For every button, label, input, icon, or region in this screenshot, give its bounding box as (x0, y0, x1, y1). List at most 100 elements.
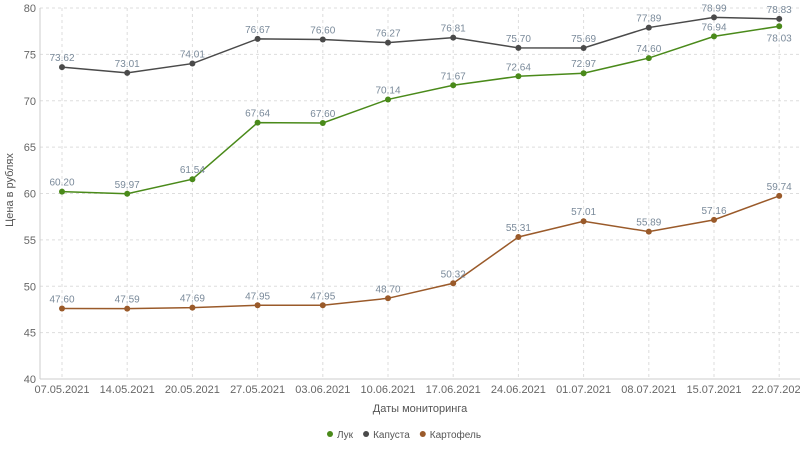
data-label: 74.01 (180, 50, 205, 61)
data-point (580, 70, 587, 77)
x-tick-label: 07.05.2021 (34, 384, 89, 396)
data-point (319, 302, 326, 309)
data-point (776, 15, 783, 22)
data-label: 76.81 (441, 24, 466, 35)
y-tick-label: 65 (24, 142, 36, 154)
y-tick-label: 60 (24, 189, 36, 201)
data-label: 76.94 (701, 22, 726, 33)
data-label: 67.60 (310, 109, 335, 120)
legend-marker (363, 431, 370, 437)
legend-marker (419, 431, 426, 437)
data-label: 59.74 (767, 182, 792, 193)
data-point (450, 82, 457, 89)
data-label: 71.67 (441, 71, 466, 82)
x-tick-label: 08.07.2021 (621, 384, 676, 396)
data-point (385, 39, 391, 46)
data-point (711, 33, 717, 40)
data-point (189, 60, 196, 67)
data-label: 76.60 (310, 26, 335, 37)
legend-item: Картофель (430, 429, 481, 441)
data-label: 78.03 (767, 33, 792, 44)
y-tick-label: 55 (24, 235, 36, 247)
data-label: 78.99 (701, 3, 726, 14)
series-line (61, 16, 780, 74)
data-label: 47.59 (115, 295, 140, 306)
data-point (59, 64, 65, 71)
data-label: 60.20 (49, 178, 74, 189)
data-label: 47.69 (180, 294, 205, 305)
x-tick-label: 15.07.2021 (686, 384, 741, 396)
data-label: 47.95 (245, 291, 270, 302)
data-label: 50.32 (441, 269, 466, 280)
data-point (319, 36, 326, 43)
y-tick-label: 75 (24, 49, 36, 61)
data-point (450, 280, 457, 287)
data-point (515, 44, 522, 51)
data-label: 73.01 (115, 59, 140, 70)
data-label: 70.14 (375, 85, 400, 96)
data-point (515, 73, 522, 80)
data-point (580, 218, 587, 225)
data-point (645, 24, 652, 31)
data-point (450, 34, 457, 41)
data-point (59, 188, 65, 195)
data-label: 61.54 (180, 165, 205, 176)
data-point (59, 305, 65, 312)
x-tick-label: 17.06.2021 (426, 384, 481, 396)
data-label: 78.83 (767, 5, 792, 16)
data-label: 72.64 (506, 62, 531, 73)
data-label: 47.60 (49, 295, 74, 306)
data-point (124, 305, 131, 312)
data-point (254, 302, 261, 309)
legend-item: Лук (337, 430, 354, 441)
data-point (580, 44, 587, 51)
y-tick-label: 80 (24, 3, 36, 15)
legend-item: Капуста (373, 430, 410, 441)
x-tick-label: 20.05.2021 (165, 384, 220, 396)
data-label: 75.69 (571, 34, 596, 45)
data-point (645, 228, 652, 235)
series-line (61, 195, 780, 310)
x-tick-label: 10.06.2021 (360, 384, 415, 396)
data-label: 74.60 (636, 44, 661, 55)
y-tick-label: 40 (24, 374, 36, 386)
y-tick-label: 70 (24, 96, 36, 108)
x-tick-label: 27.05.2021 (230, 384, 285, 396)
data-point (124, 69, 131, 76)
data-label: 59.97 (115, 180, 140, 191)
x-tick-label: 14.05.2021 (100, 384, 155, 396)
data-point (385, 295, 391, 302)
data-label: 57.16 (701, 206, 726, 217)
data-point (189, 304, 196, 311)
x-tick-label: 01.07.2021 (556, 384, 611, 396)
data-point (711, 216, 717, 223)
x-tick-label: 24.06.2021 (491, 384, 546, 396)
y-tick-label: 50 (24, 281, 36, 293)
data-label: 72.97 (571, 59, 596, 70)
data-point (189, 176, 196, 183)
data-point (385, 96, 391, 103)
data-point (319, 120, 326, 127)
data-point (776, 23, 783, 30)
data-label: 73.62 (49, 53, 74, 64)
data-label: 76.27 (375, 29, 400, 40)
data-point (254, 119, 261, 126)
series-line (61, 25, 780, 195)
data-point (645, 55, 652, 62)
data-point (711, 14, 717, 21)
data-label: 75.70 (506, 34, 531, 45)
x-tick-label: 03.06.2021 (295, 384, 350, 396)
data-point (515, 233, 522, 240)
data-label: 76.67 (245, 25, 270, 36)
data-point (776, 192, 783, 199)
x-tick-label: 22.07.2021 (752, 384, 800, 396)
y-tick-label: 45 (24, 328, 36, 340)
y-axis-title: Цена в рублях (4, 153, 16, 227)
data-point (124, 190, 131, 197)
x-axis-title: Даты мониторинга (373, 403, 468, 415)
data-label: 48.70 (375, 284, 400, 295)
data-label: 77.89 (636, 14, 661, 25)
data-point (254, 35, 261, 42)
data-label: 55.31 (506, 223, 531, 234)
